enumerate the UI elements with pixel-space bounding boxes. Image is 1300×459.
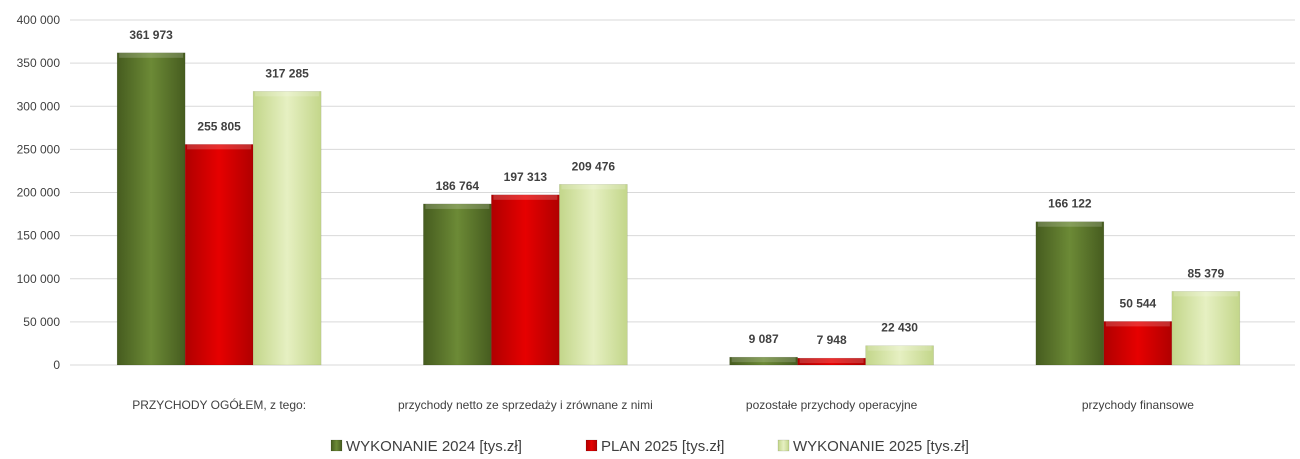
bar xyxy=(559,184,628,366)
y-tick-label: 0 xyxy=(53,358,60,372)
bar xyxy=(1171,291,1241,366)
bar-bevel xyxy=(561,184,626,190)
bar-bevel xyxy=(493,194,558,200)
bar xyxy=(116,52,186,366)
legend-entry: WYKONANIE 2025 [tys.zł] xyxy=(793,438,969,455)
category-label: przychody netto ze sprzedaży i zrównane … xyxy=(398,398,653,412)
y-tick-label: 350 000 xyxy=(17,56,61,70)
bar-bevel xyxy=(119,52,184,58)
y-tick-label: 200 000 xyxy=(17,186,61,200)
bar xyxy=(1035,221,1105,366)
bar xyxy=(423,203,492,366)
data-label: 9 087 xyxy=(749,332,779,346)
bar-bevel xyxy=(187,144,252,150)
bar-bevel xyxy=(1173,291,1238,297)
data-label: 85 379 xyxy=(1188,266,1225,280)
bar-bevel xyxy=(1105,321,1170,327)
y-tick-label: 250 000 xyxy=(17,142,61,156)
data-label: 50 544 xyxy=(1120,296,1157,310)
bar xyxy=(184,144,254,366)
x-axis-categories: PRZYCHODY OGÓŁEM, z tego: przychody netto… xyxy=(132,397,1194,412)
category-label: PRZYCHODY OGÓŁEM, z tego: xyxy=(132,397,306,412)
legend-entry: PLAN 2025 [tys.zł] xyxy=(601,438,724,455)
bar xyxy=(491,194,560,366)
bars xyxy=(116,52,1241,366)
category-label: przychody finansowe xyxy=(1082,398,1194,412)
data-labels: 361 973 255 805 317 285 186 764 197 313 209 4… xyxy=(129,28,1224,347)
bar-bevel xyxy=(731,357,796,363)
category-label: pozostałe przychody operacyjne xyxy=(746,398,918,412)
data-label: 197 313 xyxy=(504,170,548,184)
data-label: 255 805 xyxy=(197,119,241,133)
bar-bevel xyxy=(255,91,320,97)
bar xyxy=(252,91,322,366)
data-label: 317 285 xyxy=(265,66,309,80)
bar xyxy=(865,345,934,366)
legend: WYKONANIE 2024 [tys.zł] PLAN 2025 [tys.zł… xyxy=(330,438,969,455)
data-label: 7 948 xyxy=(817,333,847,347)
legend-swatch xyxy=(330,439,343,452)
y-tick-label: 150 000 xyxy=(17,229,61,243)
y-axis-ticks: 0 50 000 100 000 150 000 200 000 250 000 300 0… xyxy=(17,13,61,372)
bar-bevel xyxy=(867,345,932,351)
bar-bevel xyxy=(799,358,864,364)
legend-entry: WYKONANIE 2024 [tys.zł] xyxy=(346,438,522,455)
data-label: 186 764 xyxy=(436,179,480,193)
data-label: 209 476 xyxy=(572,159,616,173)
legend-swatch xyxy=(777,439,790,452)
legend-swatch xyxy=(585,439,598,452)
y-tick-label: 50 000 xyxy=(23,315,60,329)
bar-bevel xyxy=(1037,221,1102,227)
data-label: 361 973 xyxy=(129,28,173,42)
bar-bevel xyxy=(425,203,490,209)
y-tick-label: 300 000 xyxy=(17,99,61,113)
bar xyxy=(1103,321,1173,366)
data-label: 22 430 xyxy=(881,321,918,335)
y-tick-label: 100 000 xyxy=(17,272,61,286)
data-label: 166 122 xyxy=(1048,197,1092,211)
y-tick-label: 400 000 xyxy=(17,13,61,27)
